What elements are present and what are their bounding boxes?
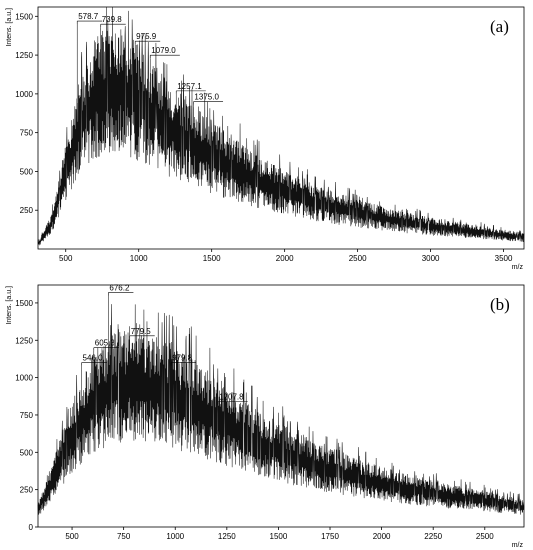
peak-label: 1257.1 bbox=[177, 82, 202, 91]
y-tick-label: 1000 bbox=[15, 90, 33, 99]
panel-label: (b) bbox=[490, 295, 510, 314]
x-tick-label: 2250 bbox=[424, 532, 442, 541]
spectrum-panel-b: 500 750 1000 1250 1500 1750 2000 2250 2500 0 250 50… bbox=[6, 283, 525, 549]
x-tick-label: 1500 bbox=[203, 254, 221, 263]
peak-label: 1079.0 bbox=[151, 46, 176, 55]
x-tick-label: 3000 bbox=[422, 254, 440, 263]
y-tick-label: 1000 bbox=[15, 374, 33, 383]
x-tick-label: 2000 bbox=[276, 254, 294, 263]
x-tick-label: 1750 bbox=[321, 532, 339, 541]
peak-label: 578.7 bbox=[78, 12, 99, 21]
x-tick-label: 3500 bbox=[495, 254, 513, 263]
x-axis-title: m/z bbox=[512, 542, 524, 549]
x-tick-label: 2000 bbox=[373, 532, 391, 541]
spectrum-trace bbox=[37, 295, 525, 515]
x-tick-label: 1500 bbox=[270, 532, 288, 541]
x-axis-title: m/z bbox=[512, 264, 524, 271]
peak-label: 546.0 bbox=[83, 354, 104, 363]
y-tick-label: 1250 bbox=[15, 336, 33, 345]
peak-label: 975.9 bbox=[136, 32, 157, 41]
peak-label: 1207.8 bbox=[219, 393, 244, 402]
peak-label: 739.8 bbox=[102, 15, 123, 24]
y-tick-label: 1500 bbox=[15, 12, 33, 21]
y-tick-label: 0 bbox=[29, 523, 34, 532]
y-axis-title: Intens. [a.u.] bbox=[6, 8, 13, 47]
y-tick-label: 250 bbox=[20, 486, 34, 495]
x-tick-label: 500 bbox=[65, 532, 79, 541]
x-tick-label: 1000 bbox=[166, 532, 184, 541]
peak-label: 605.3 bbox=[95, 339, 116, 348]
peak-label: 979.8 bbox=[172, 354, 193, 363]
panel-label: (a) bbox=[490, 17, 509, 36]
x-tick-label: 750 bbox=[117, 532, 131, 541]
x-tick-label: 1250 bbox=[218, 532, 236, 541]
x-tick-label: 2500 bbox=[349, 254, 367, 263]
plot-frame bbox=[37, 6, 525, 250]
y-tick-label: 750 bbox=[20, 411, 34, 420]
y-tick-label: 500 bbox=[20, 167, 34, 176]
y-tick-label: 250 bbox=[20, 206, 34, 215]
x-tick-label: 2500 bbox=[476, 532, 494, 541]
plot-frame bbox=[37, 284, 525, 528]
x-tick-label: 1000 bbox=[130, 254, 148, 263]
peak-label: 779.5 bbox=[131, 327, 152, 336]
spectrum-panel-a: 500 1000 1500 2000 2500 3000 3500 250 500 750 1000… bbox=[6, 6, 525, 271]
spectrum-trace bbox=[37, 6, 525, 246]
x-tick-label: 500 bbox=[59, 254, 73, 263]
peak-label: 1375.0 bbox=[194, 93, 219, 102]
y-tick-label: 750 bbox=[20, 129, 34, 138]
y-tick-label: 500 bbox=[20, 448, 34, 457]
peak-label: 676.2 bbox=[109, 283, 130, 292]
y-tick-label: 1250 bbox=[15, 51, 33, 60]
y-axis-title: Intens. [a.u.] bbox=[6, 286, 13, 325]
y-tick-label: 1500 bbox=[15, 299, 33, 308]
